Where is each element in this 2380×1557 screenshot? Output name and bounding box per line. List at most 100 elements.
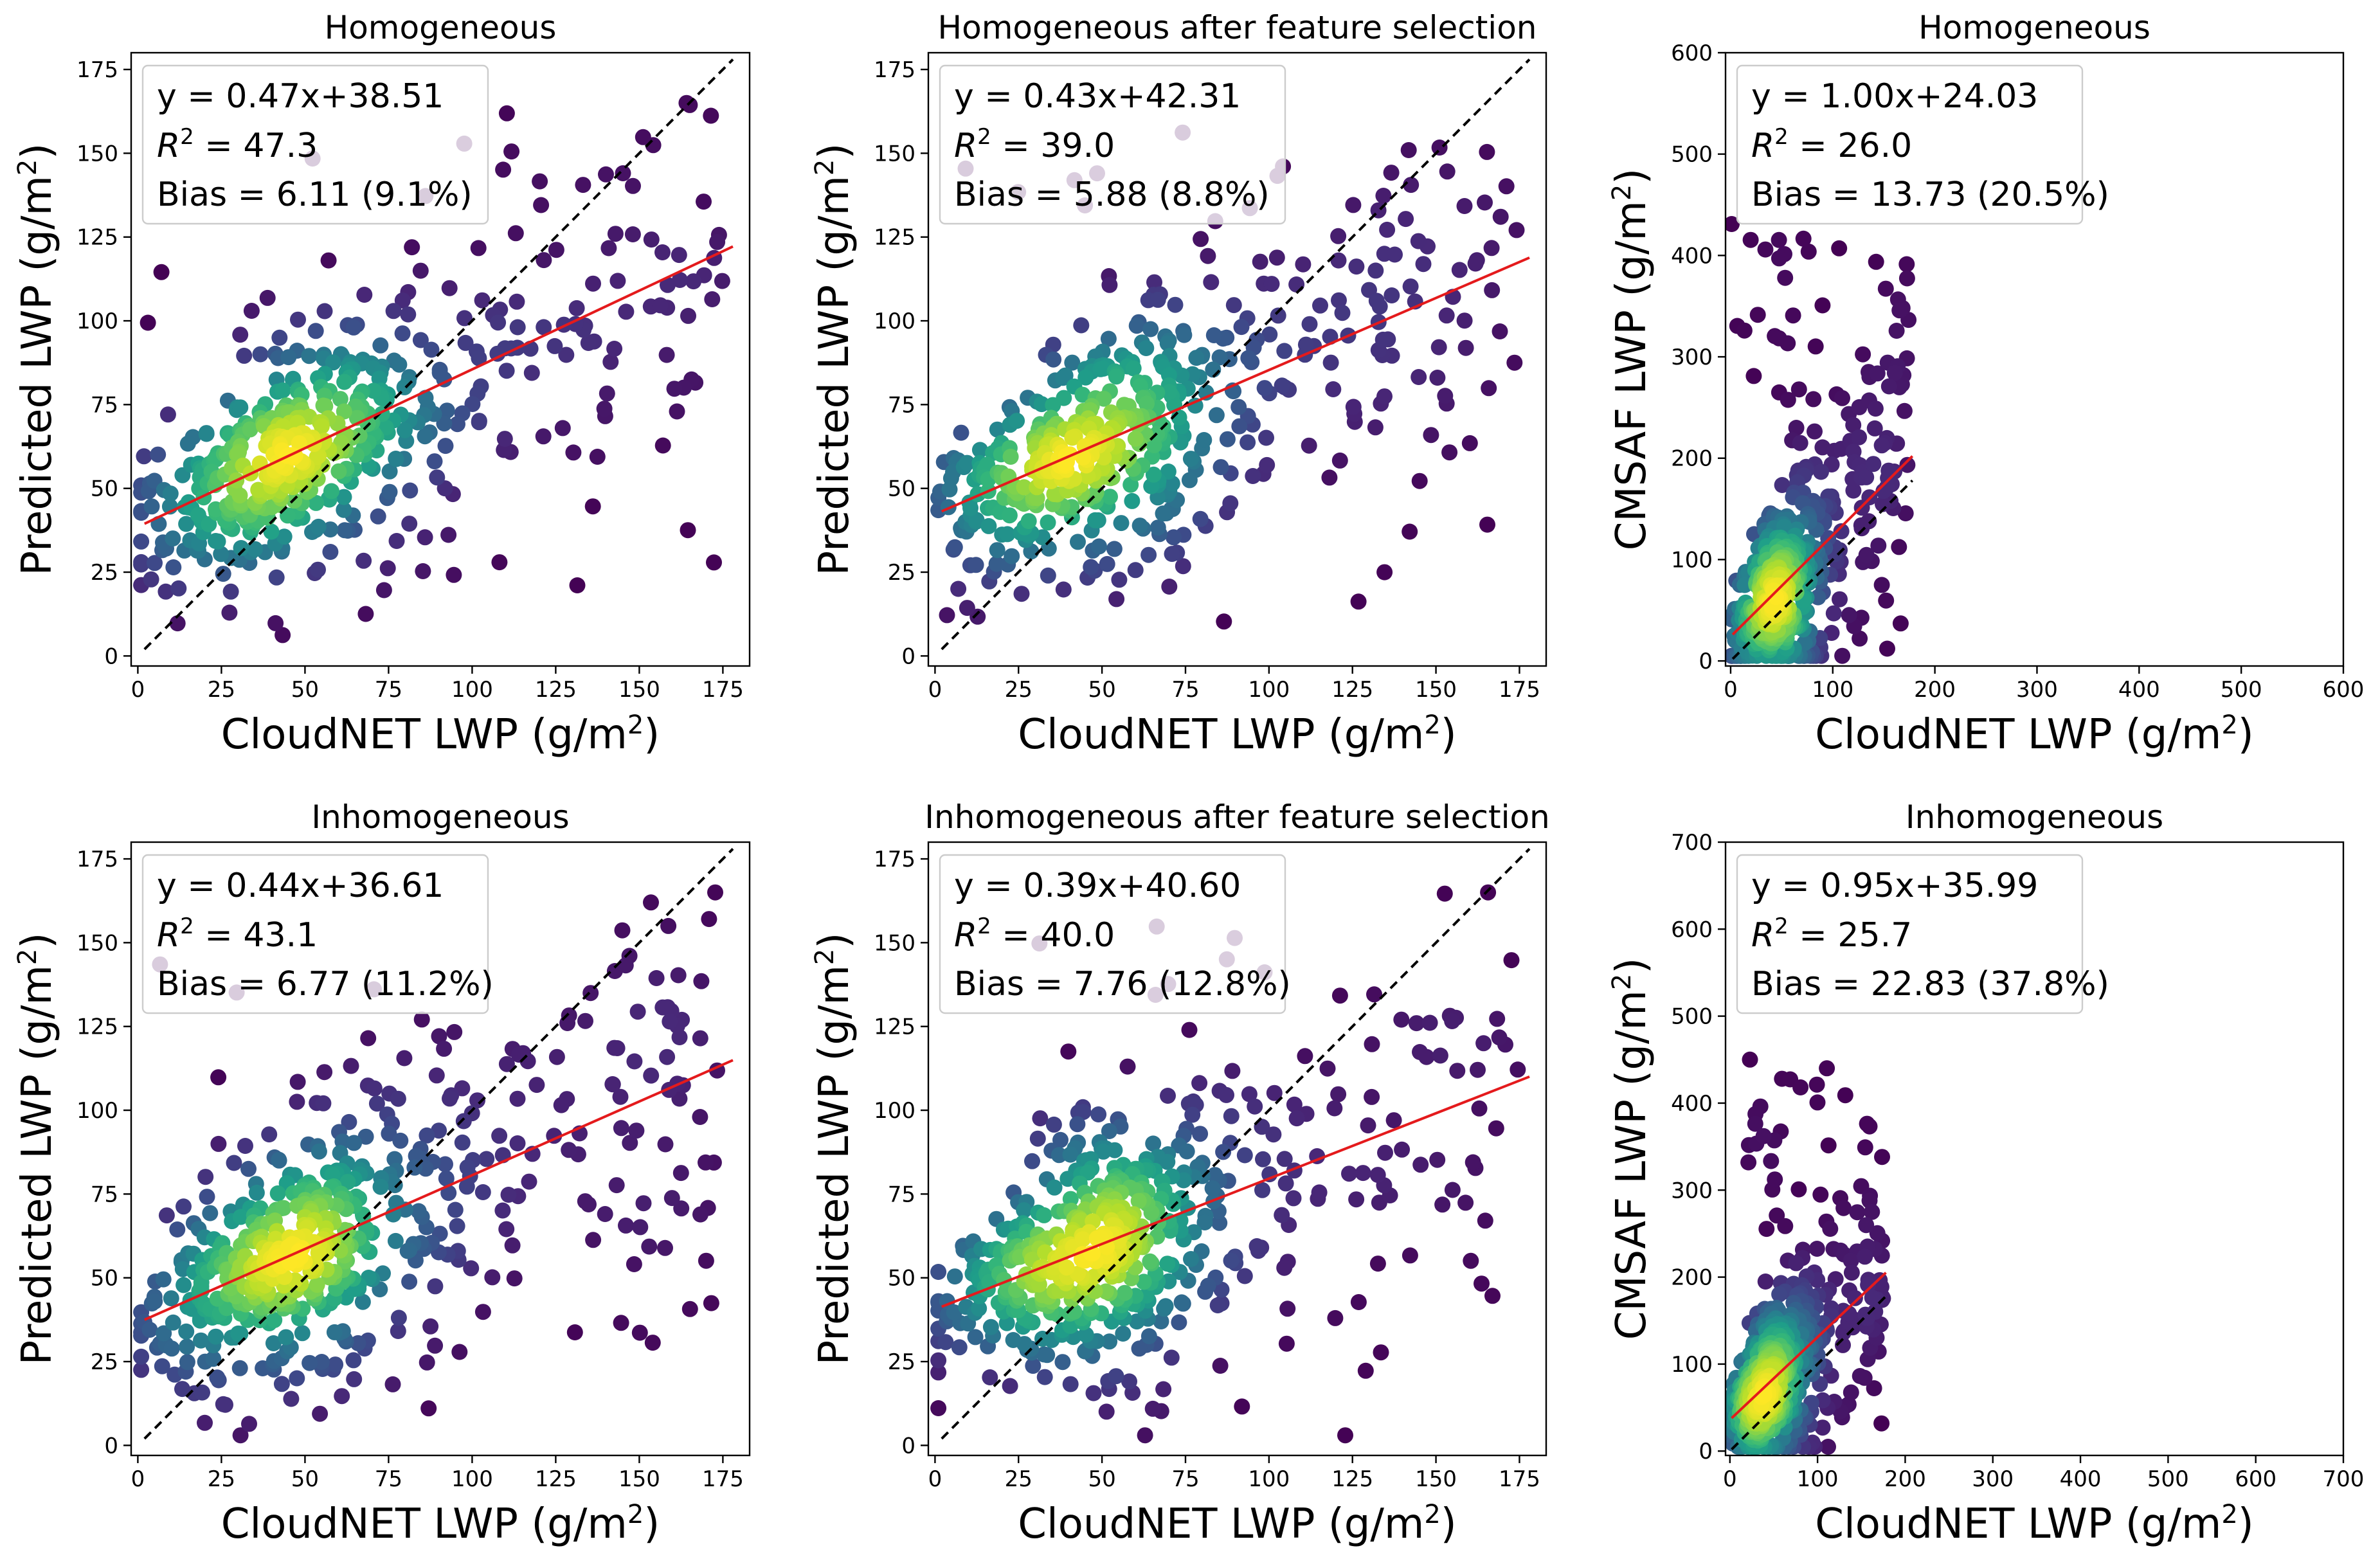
x-axis-label: CloudNET LWP (g/m2) xyxy=(1018,1500,1456,1548)
y-tick-label: 100 xyxy=(77,1098,118,1124)
data-point xyxy=(368,1095,385,1112)
data-point xyxy=(1742,231,1759,248)
data-point xyxy=(1757,241,1774,258)
data-point xyxy=(1166,529,1182,546)
data-point xyxy=(1484,282,1501,298)
x-tick-label: 100 xyxy=(1248,677,1290,703)
data-point xyxy=(490,314,507,331)
data-point xyxy=(143,571,159,588)
data-point xyxy=(1857,1248,1873,1265)
data-point xyxy=(1878,592,1895,609)
data-point xyxy=(1814,297,1831,314)
data-point xyxy=(698,1154,714,1171)
data-point xyxy=(1193,231,1209,248)
data-point xyxy=(1875,496,1891,512)
data-point xyxy=(1240,434,1256,451)
data-point xyxy=(1891,302,1908,319)
data-point xyxy=(707,884,723,901)
legend-box xyxy=(1736,854,2084,1014)
data-point xyxy=(210,533,226,550)
data-point xyxy=(1054,1354,1071,1371)
data-point xyxy=(1060,1043,1077,1060)
data-point xyxy=(1808,1076,1825,1093)
legend-r2: R2 = 25.7 xyxy=(1751,914,1912,955)
data-point xyxy=(648,970,665,986)
data-point xyxy=(644,1335,661,1351)
data-point xyxy=(1083,559,1099,575)
data-point xyxy=(1045,1116,1062,1133)
data-point xyxy=(703,1295,719,1311)
data-point xyxy=(1412,1156,1429,1173)
data-point xyxy=(1108,1368,1124,1385)
data-point xyxy=(1330,1086,1347,1102)
data-point xyxy=(1484,1288,1501,1304)
data-point xyxy=(474,292,491,309)
data-point xyxy=(201,516,217,532)
x-tick-label: 100 xyxy=(1812,677,1853,703)
data-point xyxy=(548,242,564,258)
data-point xyxy=(1371,298,1388,315)
data-point xyxy=(1295,256,1312,273)
y-tick-label: 25 xyxy=(888,560,915,586)
data-point xyxy=(652,297,669,314)
panel-title: Homogeneous after feature selection xyxy=(938,9,1537,46)
data-point xyxy=(622,1135,638,1151)
data-point xyxy=(1387,246,1403,263)
data-point xyxy=(604,1076,621,1093)
panel-title: Homogeneous xyxy=(325,9,557,46)
data-point xyxy=(242,421,258,438)
data-point xyxy=(390,1310,407,1326)
data-point xyxy=(1062,1146,1079,1163)
data-point xyxy=(1858,469,1875,485)
x-tick-label: 75 xyxy=(1171,677,1199,703)
data-point xyxy=(1385,1112,1402,1129)
data-point xyxy=(330,463,347,480)
data-point xyxy=(671,247,687,264)
data-point xyxy=(356,287,373,303)
data-point xyxy=(301,348,318,364)
data-point xyxy=(1142,1253,1158,1270)
x-tick-label: 25 xyxy=(208,677,235,703)
data-point xyxy=(226,1155,242,1171)
x-tick-label: 0 xyxy=(131,1466,145,1492)
data-point xyxy=(1832,591,1848,608)
data-point xyxy=(1508,222,1525,239)
legend-box xyxy=(939,64,1286,225)
data-point xyxy=(1085,1385,1102,1401)
data-point xyxy=(458,1178,475,1195)
data-point xyxy=(397,422,413,438)
data-point xyxy=(1319,1060,1336,1077)
data-point xyxy=(336,403,352,420)
data-point xyxy=(1379,221,1396,238)
data-point xyxy=(419,1127,435,1144)
data-point xyxy=(199,1189,215,1205)
data-point xyxy=(346,1135,363,1151)
data-point xyxy=(1877,280,1894,297)
data-point xyxy=(399,1243,416,1259)
data-point xyxy=(1176,327,1193,343)
panel-title: Inhomogeneous xyxy=(311,798,569,836)
legend-r2: R2 = 40.0 xyxy=(954,914,1115,955)
x-tick-label: 300 xyxy=(1972,1466,2014,1492)
data-point xyxy=(1831,240,1848,256)
data-point xyxy=(660,276,676,293)
data-point xyxy=(937,1334,954,1351)
data-point xyxy=(930,1264,947,1280)
data-point xyxy=(1192,1126,1209,1142)
data-point xyxy=(680,522,696,539)
data-point xyxy=(1204,1180,1221,1196)
data-point xyxy=(1402,278,1419,295)
data-point xyxy=(1438,307,1455,324)
y-tick-label: 150 xyxy=(77,930,118,956)
x-tick-label: 0 xyxy=(928,1466,942,1492)
data-point xyxy=(1135,1274,1152,1290)
data-point xyxy=(575,177,591,194)
data-point xyxy=(213,546,230,562)
data-point xyxy=(1813,464,1829,480)
data-point xyxy=(1790,1181,1807,1198)
data-point xyxy=(136,448,152,465)
data-point xyxy=(311,1143,327,1160)
data-point xyxy=(1431,140,1448,156)
data-point xyxy=(1449,1063,1466,1079)
